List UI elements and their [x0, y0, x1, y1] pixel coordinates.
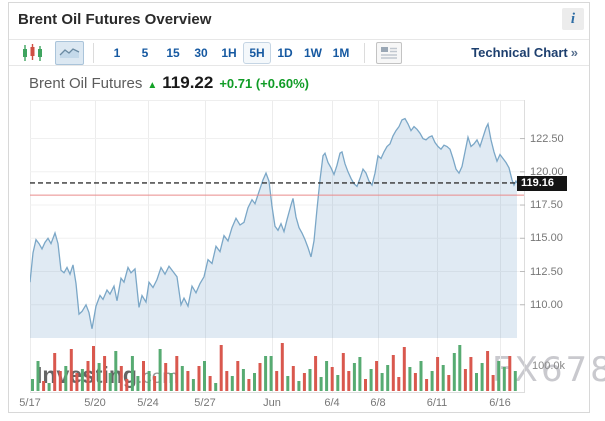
x-axis-tick-label: 5/24	[137, 397, 159, 409]
x-axis-tick-label: 5/17	[19, 397, 41, 409]
timeframe-button-30[interactable]: 30	[194, 45, 208, 60]
summary-panel-icon[interactable]	[376, 41, 402, 64]
toolbar-divider	[93, 42, 94, 63]
candlestick-chart-icon[interactable]	[23, 43, 43, 62]
timeframe-button-15[interactable]: 15	[166, 45, 180, 60]
chart-toolbar: 1 5 15 30 1H 5H 1D 1W 1M Technical Chart…	[9, 39, 589, 66]
x-axis-tick-label: 6/16	[489, 397, 511, 409]
y-axis-tick-label: 117.50	[530, 199, 563, 212]
timeframe-button-5h-selected[interactable]: 5H	[243, 41, 271, 64]
x-axis-tick-label: Jun	[263, 397, 281, 409]
widget-frame	[8, 2, 590, 413]
y-axis-tick-label: 122.50	[530, 132, 564, 145]
y-axis-tick-label: 110.00	[530, 298, 563, 311]
x-axis-tick-label: 6/11	[426, 397, 448, 409]
x-axis-tick-label: 6/8	[370, 397, 386, 409]
y-axis-tick-label: 120.00	[530, 165, 564, 178]
x-axis-tick-label: 6/4	[324, 397, 340, 409]
y-axis-tick-label: 112.50	[530, 265, 563, 278]
timeframe-button-1d[interactable]: 1D	[277, 45, 293, 60]
chevron-right-icon: »	[570, 45, 578, 60]
timeframe-button-1m[interactable]: 1M	[332, 45, 350, 60]
price-change: +0.71 (+0.60%)	[219, 76, 309, 91]
timeframe-button-1[interactable]: 1	[113, 45, 121, 60]
quote-row: Brent Oil Futures ▲ 119.22 +0.71 (+0.60%…	[29, 73, 309, 93]
technical-chart-link[interactable]: Technical Chart»	[471, 45, 578, 60]
volume-scale-label: 100.0k	[532, 360, 566, 372]
last-price: 119.22	[162, 73, 214, 92]
toolbar-divider	[364, 42, 365, 63]
info-icon[interactable]: i	[562, 8, 584, 30]
timeframe-button-1w[interactable]: 1W	[304, 45, 322, 60]
arrow-up-icon: ▲	[147, 80, 158, 91]
instrument-name: Brent Oil Futures	[29, 75, 143, 92]
y-axis-tick-label: 115.00	[530, 232, 563, 245]
x-axis-tick-label: 5/20	[84, 397, 106, 409]
price-area-chart[interactable]	[30, 100, 525, 393]
timeframe-button-1h[interactable]: 1H	[221, 45, 237, 60]
area-chart-icon[interactable]	[55, 40, 84, 65]
page-title: Brent Oil Futures Overview	[18, 11, 212, 28]
x-axis-tick-label: 5/27	[194, 397, 216, 409]
current-price-badge: 119.16	[517, 175, 567, 191]
timeframe-button-5[interactable]: 5	[141, 45, 149, 60]
